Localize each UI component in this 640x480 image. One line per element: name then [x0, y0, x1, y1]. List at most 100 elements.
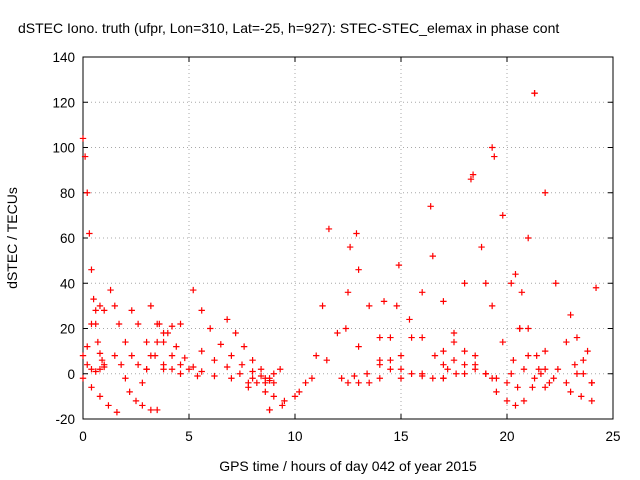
- data-point: [232, 329, 239, 337]
- x-axis-label: GPS time / hours of day 042 of year 2015: [219, 458, 477, 474]
- y-tick-label: 40: [60, 276, 75, 291]
- data-point: [92, 368, 99, 375]
- data-point: [578, 393, 585, 400]
- data-series-12: [198, 347, 269, 386]
- data-point: [395, 261, 403, 269]
- data-point: [270, 370, 277, 377]
- data-point: [177, 320, 184, 328]
- data-point: [160, 338, 167, 346]
- data-point: [592, 284, 600, 291]
- data-point: [472, 352, 479, 359]
- data-series-26: [440, 144, 496, 382]
- data-point: [139, 402, 146, 409]
- data-point: [240, 343, 248, 350]
- data-point: [580, 356, 587, 364]
- data-point: [531, 375, 538, 382]
- data-point: [211, 356, 218, 364]
- x-tick-label: 20: [499, 429, 514, 444]
- data-point: [185, 366, 193, 373]
- data-point: [355, 379, 362, 386]
- data-point: [440, 347, 447, 355]
- data-point: [584, 347, 591, 355]
- data-point: [122, 375, 129, 382]
- y-tick-label: 20: [60, 322, 75, 337]
- data-point: [344, 289, 352, 296]
- y-tick-label: 120: [52, 95, 75, 110]
- data-point: [351, 372, 358, 380]
- data-series-23: [397, 171, 477, 382]
- data-point: [397, 366, 405, 373]
- data-point: [387, 366, 394, 373]
- data-point: [503, 379, 511, 386]
- data-series-31: [512, 271, 557, 382]
- data-point: [342, 325, 350, 332]
- data-series-16: [266, 225, 333, 414]
- data-point: [96, 350, 104, 357]
- data-point: [525, 325, 532, 332]
- data-point: [147, 406, 155, 414]
- data-point: [440, 375, 447, 382]
- data-point: [84, 343, 91, 350]
- data-point: [503, 397, 511, 405]
- data-series-22: [380, 298, 460, 377]
- data-point: [541, 366, 549, 373]
- data-point: [253, 379, 261, 386]
- y-tick-label: 0: [67, 367, 75, 382]
- data-point: [516, 325, 523, 332]
- data-point: [117, 361, 125, 368]
- y-tick-label: 100: [52, 141, 75, 156]
- data-point: [101, 307, 108, 314]
- data-point: [177, 361, 184, 368]
- data-point: [529, 384, 536, 391]
- data-point: [92, 307, 99, 314]
- data-point: [567, 388, 574, 396]
- data-point: [223, 316, 231, 323]
- data-point: [419, 334, 426, 341]
- data-point: [491, 153, 498, 160]
- data-point: [520, 397, 528, 405]
- data-point: [472, 366, 479, 373]
- data-point: [262, 375, 269, 382]
- data-point: [111, 352, 118, 359]
- data-point: [325, 225, 333, 233]
- data-point: [450, 338, 458, 346]
- data-point: [531, 90, 538, 97]
- data-point: [257, 366, 265, 373]
- data-point: [440, 298, 447, 305]
- data-point: [563, 379, 570, 386]
- data-point: [518, 289, 526, 296]
- x-tick-label: 15: [393, 429, 408, 444]
- data-point: [101, 363, 108, 371]
- data-point: [96, 393, 104, 400]
- data-point: [198, 368, 205, 375]
- data-point: [126, 388, 133, 396]
- data-point: [431, 352, 439, 359]
- data-point: [88, 384, 95, 391]
- y-tick-label: -20: [55, 412, 75, 427]
- data-point: [249, 356, 256, 364]
- data-point: [107, 286, 114, 294]
- data-point: [510, 356, 517, 364]
- data-point: [181, 354, 188, 362]
- y-tick-label: 60: [60, 231, 75, 246]
- data-point: [122, 338, 129, 346]
- data-series-3: [79, 352, 108, 375]
- data-point: [512, 271, 519, 278]
- data-point: [397, 375, 405, 382]
- data-point: [580, 370, 587, 377]
- data-point: [393, 302, 400, 310]
- data-point: [198, 307, 205, 314]
- data-point: [508, 370, 515, 377]
- data-point: [363, 370, 371, 377]
- data-series-2: [79, 375, 121, 416]
- data-point: [168, 352, 176, 359]
- data-point: [346, 243, 354, 251]
- data-point: [450, 356, 458, 364]
- y-tick-label: 80: [60, 186, 75, 201]
- data-point: [450, 329, 458, 337]
- data-point: [79, 352, 87, 359]
- data-point: [499, 212, 506, 219]
- data-series-15: [245, 366, 284, 391]
- data-point: [408, 334, 415, 341]
